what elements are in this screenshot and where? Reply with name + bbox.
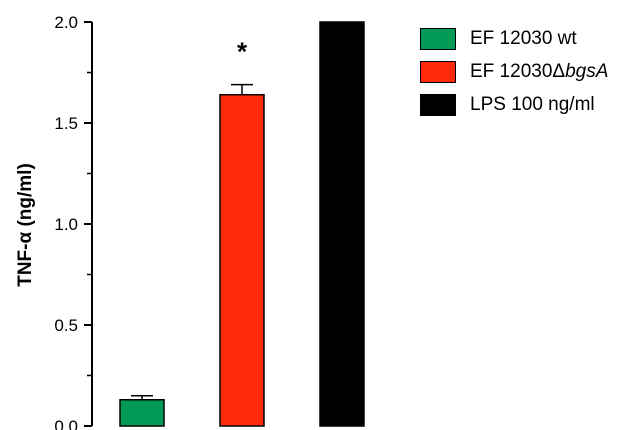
bar bbox=[319, 21, 365, 427]
significance-annotation: * bbox=[237, 37, 248, 67]
legend-swatch-lps bbox=[420, 93, 456, 116]
legend-label-lps: LPS 100 ng/ml bbox=[470, 93, 595, 115]
legend-swatch-mutant bbox=[420, 60, 456, 83]
legend-item-mutant: EF 12030ΔbgsA bbox=[420, 55, 608, 88]
y-axis-label: TNF-α (ng/ml) bbox=[15, 163, 36, 287]
legend-label-wt: EF 12030 wt bbox=[470, 27, 577, 49]
y-tick-label: 1.5 bbox=[54, 114, 78, 133]
bar bbox=[219, 93, 265, 427]
legend-label-mutant: EF 12030ΔbgsA bbox=[470, 60, 609, 82]
legend-swatch-wt bbox=[420, 27, 456, 50]
y-tick-label: 1.0 bbox=[54, 215, 78, 234]
legend: EF 12030 wt EF 12030ΔbgsA LPS 100 ng/ml bbox=[420, 22, 608, 121]
bar bbox=[119, 398, 165, 427]
legend-item-wt: EF 12030 wt bbox=[420, 22, 608, 55]
legend-item-lps: LPS 100 ng/ml bbox=[420, 88, 608, 121]
y-tick-label: 0.5 bbox=[54, 316, 78, 335]
y-tick-label: 0.0 bbox=[54, 417, 78, 430]
y-tick-label: 2.0 bbox=[54, 13, 78, 32]
